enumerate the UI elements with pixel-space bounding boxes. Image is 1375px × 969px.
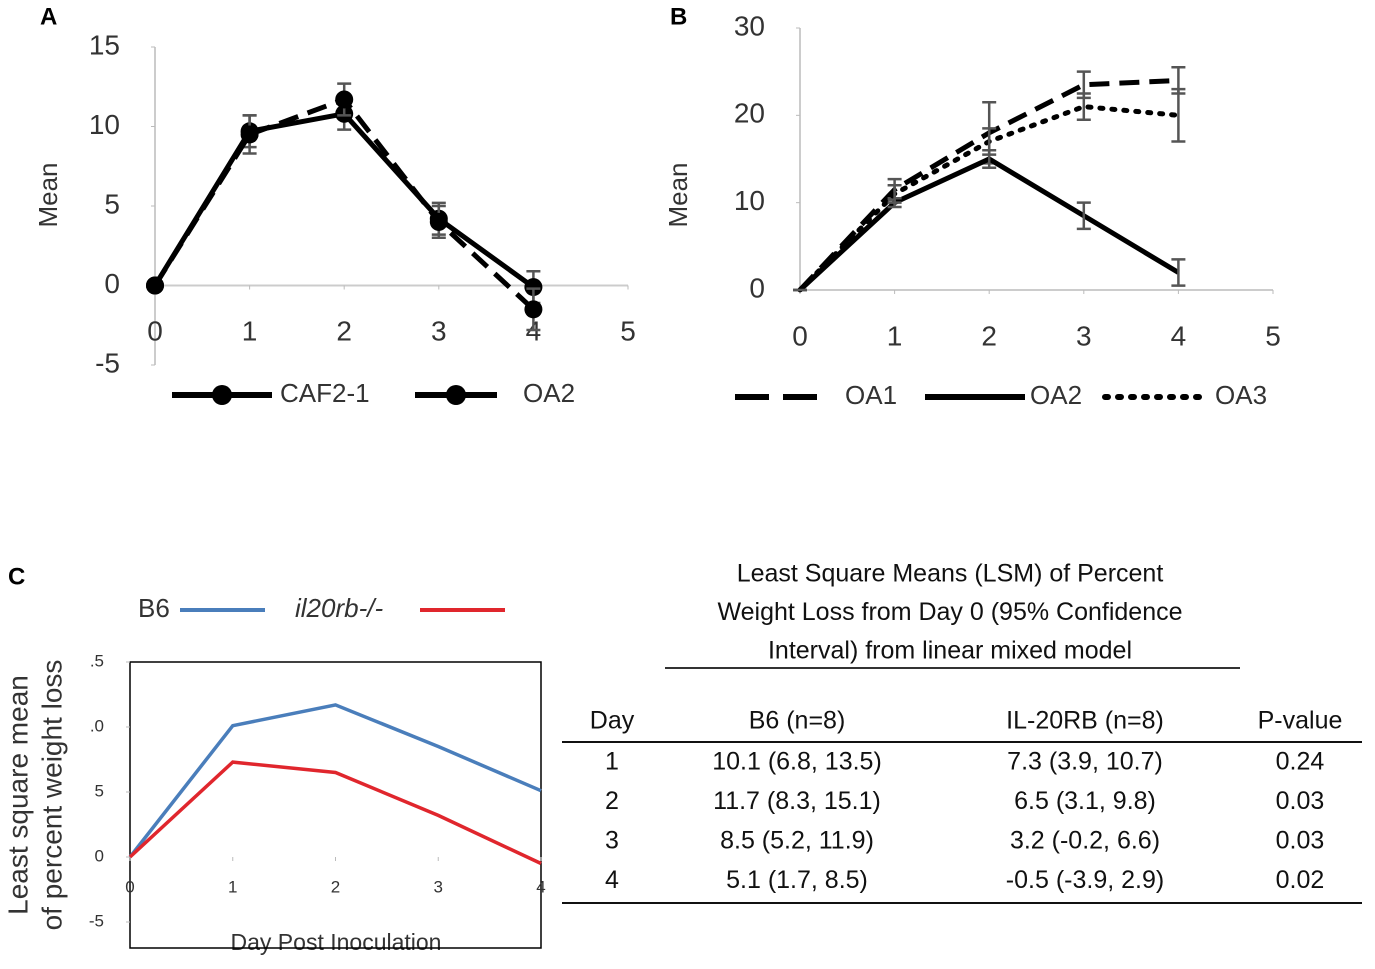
x-tick-label: 3 — [434, 877, 443, 896]
table-cell: 0.02 — [1276, 866, 1325, 894]
x-tick-label: 2 — [336, 315, 352, 346]
y-axis-label: of percent weight loss — [36, 660, 67, 931]
x-tick-label: 1 — [228, 877, 237, 896]
legend-marker — [212, 385, 232, 405]
legend-label: CAF2-1 — [280, 378, 370, 408]
error-bar — [982, 127, 997, 156]
x-tick-label: 3 — [431, 315, 447, 346]
y-axis-label: Mean — [33, 162, 63, 227]
y-axis-label: Least square mean — [2, 675, 33, 915]
table-cell: 3.2 (-0.2, 6.6) — [1010, 827, 1160, 855]
legend-label: OA3 — [1215, 380, 1267, 410]
data-point — [240, 125, 259, 144]
data-point — [524, 300, 543, 319]
x-axis-label: Day Post Inoculation — [231, 929, 442, 955]
x-tick-label: 1 — [887, 320, 903, 351]
data-point — [146, 276, 164, 295]
x-tick-label: 0 — [792, 320, 808, 351]
table-cell: 3 — [605, 827, 619, 855]
table-cell: 5.1 (1.7, 8.5) — [726, 866, 868, 894]
table-cell: -0.5 (-3.9, 2.9) — [1006, 866, 1164, 894]
table-title: Least Square Means (LSM) of Percent — [737, 560, 1164, 588]
data-point — [335, 90, 354, 109]
y-tick-label: 0 — [104, 268, 120, 299]
table-cell: 10.1 (6.8, 13.5) — [712, 748, 882, 776]
legend-label: B6 — [138, 593, 170, 623]
y-tick-label: 5 — [104, 188, 120, 219]
x-tick-label: 0 — [147, 315, 163, 346]
data-line — [128, 703, 542, 859]
x-tick-label: 2 — [981, 320, 997, 351]
table-cell: 7.3 (3.9, 10.7) — [1007, 748, 1163, 776]
x-tick-label: 5 — [620, 315, 636, 346]
x-tick-label: 2 — [331, 877, 340, 896]
legend-label: OA2 — [523, 378, 575, 408]
data-point — [524, 278, 543, 297]
y-tick-label: 0 — [95, 846, 104, 865]
table-cell: 2 — [605, 787, 619, 815]
legend-marker — [446, 385, 466, 405]
error-bar — [1171, 87, 1186, 143]
panel-label: C — [8, 563, 25, 590]
table-cell: 4 — [605, 866, 619, 894]
x-tick-label: 4 — [536, 877, 545, 896]
error-bar — [887, 183, 902, 204]
panel-label: A — [40, 3, 57, 30]
y-tick-label: 30 — [734, 10, 765, 41]
y-axis-label: Mean — [663, 162, 693, 227]
legend-label: il20rb-/- — [295, 593, 383, 623]
table-title: Interval) from linear mixed model — [768, 637, 1132, 665]
y-tick-label: -5 — [89, 911, 104, 930]
y-tick-label: .5 — [90, 651, 104, 670]
table-cell: 11.7 (8.3, 15.1) — [713, 787, 881, 815]
table-cell: 1 — [605, 748, 619, 776]
y-tick-label: 10 — [89, 109, 120, 140]
data-line — [152, 96, 536, 312]
error-bar — [1076, 201, 1091, 231]
table-cell: 0.03 — [1276, 787, 1325, 815]
x-tick-label: 3 — [1076, 320, 1092, 351]
table-header: IL-20RB (n=8) — [1006, 707, 1164, 735]
x-tick-label: 0 — [125, 877, 134, 896]
legend-label: OA2 — [1030, 380, 1082, 410]
table-header: Day — [590, 707, 635, 735]
data-line — [798, 156, 1180, 292]
y-tick-label: 10 — [734, 185, 765, 216]
table-title: Weight Loss from Day 0 (95% Confidence — [717, 598, 1182, 626]
x-tick-label: 1 — [242, 315, 258, 346]
table-cell: 0.03 — [1276, 827, 1325, 855]
data-point — [429, 212, 448, 231]
error-bar — [1171, 258, 1186, 287]
y-tick-label: -5 — [95, 347, 120, 378]
y-tick-label: .0 — [90, 716, 104, 735]
table-cell: 0.24 — [1276, 748, 1325, 776]
plot-frame — [129, 661, 542, 949]
data-line — [128, 760, 542, 866]
table-header: P-value — [1258, 707, 1343, 735]
y-tick-label: 20 — [734, 98, 765, 129]
table-cell: 6.5 (3.1, 9.8) — [1014, 787, 1156, 815]
table-cell: 8.5 (5.2, 11.9) — [720, 827, 874, 855]
y-tick-label: 0 — [749, 272, 765, 303]
y-tick-label: 15 — [89, 29, 120, 60]
x-tick-label: 4 — [1171, 320, 1187, 351]
x-tick-label: 5 — [1265, 320, 1281, 351]
panel-label: B — [670, 3, 687, 30]
table-header: B6 (n=8) — [749, 707, 846, 735]
legend-label: OA1 — [845, 380, 897, 410]
data-line — [152, 111, 535, 290]
y-tick-label: 5 — [95, 781, 104, 800]
error-bar — [1076, 92, 1091, 121]
